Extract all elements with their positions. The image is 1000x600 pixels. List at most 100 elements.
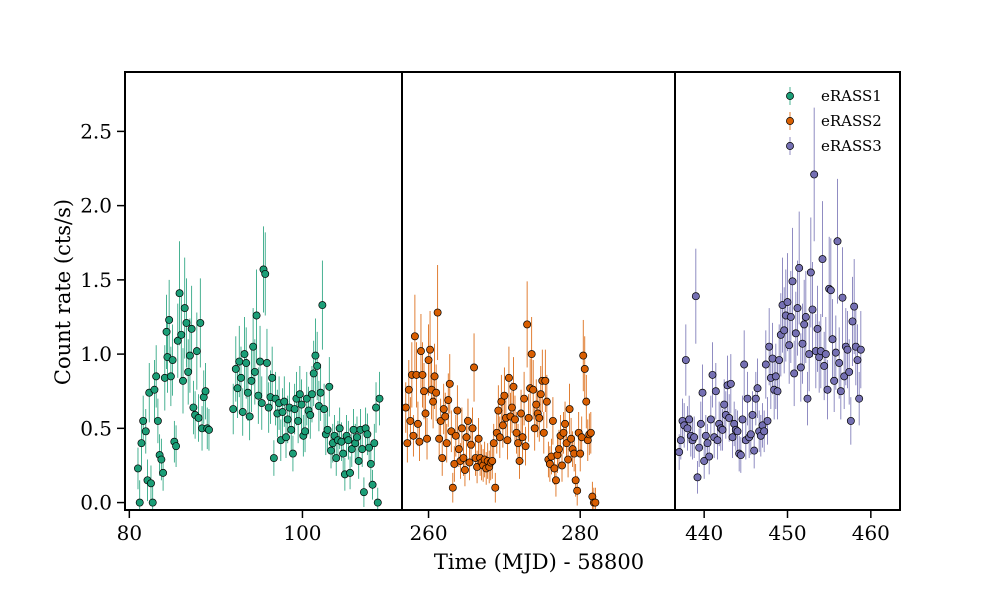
data-point: [287, 425, 296, 434]
data-point: [417, 347, 425, 356]
data-point: [445, 379, 454, 388]
data-point: [327, 446, 335, 455]
data-point: [508, 403, 516, 412]
data-point: [252, 311, 261, 320]
data-point: [372, 403, 380, 412]
data-point: [489, 439, 498, 448]
data-point: [135, 498, 144, 507]
data-point: [843, 345, 852, 354]
data-point: [542, 397, 551, 406]
data-point: [173, 336, 182, 345]
data-point: [313, 362, 322, 370]
y-tick-label: 1.0: [80, 342, 112, 366]
data-point: [823, 385, 832, 394]
data-point: [365, 443, 374, 452]
data-point: [470, 363, 478, 372]
data-point: [283, 415, 292, 424]
data-point: [831, 348, 840, 357]
data-point: [698, 388, 707, 397]
data-point: [157, 455, 166, 464]
data-point: [368, 480, 377, 489]
data-point: [233, 384, 242, 393]
data-point: [462, 433, 471, 442]
data-point: [201, 387, 210, 396]
data-point: [535, 413, 544, 422]
data-point: [813, 324, 822, 333]
data-point: [237, 373, 245, 382]
data-point: [435, 434, 444, 443]
data-point: [354, 457, 363, 465]
data-point: [415, 437, 424, 446]
data-point: [410, 332, 419, 341]
data-point: [523, 320, 532, 329]
data-point: [524, 413, 533, 422]
data-point: [736, 451, 745, 460]
data-point: [580, 364, 589, 373]
data-point: [746, 430, 755, 439]
data-point: [515, 457, 524, 465]
data-point: [325, 382, 334, 391]
data-point: [316, 388, 325, 397]
data-point: [518, 433, 527, 442]
data-point: [708, 370, 717, 379]
data-point: [373, 498, 382, 507]
data-point: [261, 269, 270, 278]
data-point: [134, 464, 142, 473]
data-point: [247, 376, 256, 385]
data-point: [591, 498, 600, 507]
y-axis-label: Count rate (cts/s): [51, 199, 75, 385]
data-point: [433, 308, 442, 317]
data-point: [442, 439, 451, 448]
data-point: [695, 443, 704, 452]
data-point: [238, 408, 247, 416]
data-point: [793, 304, 802, 313]
data-point: [263, 359, 271, 367]
data-point: [240, 350, 249, 359]
data-point: [423, 434, 431, 443]
x-tick-label: 80: [117, 521, 142, 545]
data-point: [439, 405, 448, 413]
data-point: [254, 391, 263, 400]
data-point: [821, 350, 830, 359]
data-point: [278, 408, 287, 416]
data-point: [359, 488, 368, 497]
series-eRASS2: [402, 265, 600, 510]
data-point: [420, 387, 428, 396]
data-point: [441, 412, 450, 421]
data-point: [468, 424, 477, 433]
data-point: [738, 415, 747, 424]
data-point: [567, 434, 576, 443]
data-point: [808, 305, 817, 314]
data-point: [750, 446, 759, 455]
data-point: [509, 382, 518, 391]
data-point: [404, 385, 413, 394]
data-point: [280, 397, 289, 406]
data-point: [565, 405, 574, 413]
data-point: [288, 449, 297, 458]
data-point: [791, 329, 800, 338]
data-point: [465, 458, 474, 467]
data-point: [249, 342, 258, 351]
data-point: [504, 373, 513, 382]
data-point: [720, 400, 729, 409]
data-point: [773, 387, 782, 396]
x-tick-label: 460: [852, 521, 890, 545]
data-point: [838, 293, 847, 302]
data-point: [521, 442, 530, 451]
data-point: [805, 350, 814, 359]
data-point: [349, 425, 358, 434]
data-point: [165, 316, 174, 324]
data-point: [311, 351, 320, 360]
data-point: [850, 302, 859, 311]
data-point: [529, 385, 538, 394]
data-point: [460, 465, 469, 474]
legend-label: eRASS3: [821, 137, 882, 155]
data-point: [760, 427, 769, 436]
data-point: [421, 409, 430, 418]
data-point: [448, 483, 457, 492]
data-point: [685, 415, 694, 424]
data-point: [790, 369, 799, 378]
data-point: [751, 394, 760, 403]
data-point: [184, 367, 193, 376]
